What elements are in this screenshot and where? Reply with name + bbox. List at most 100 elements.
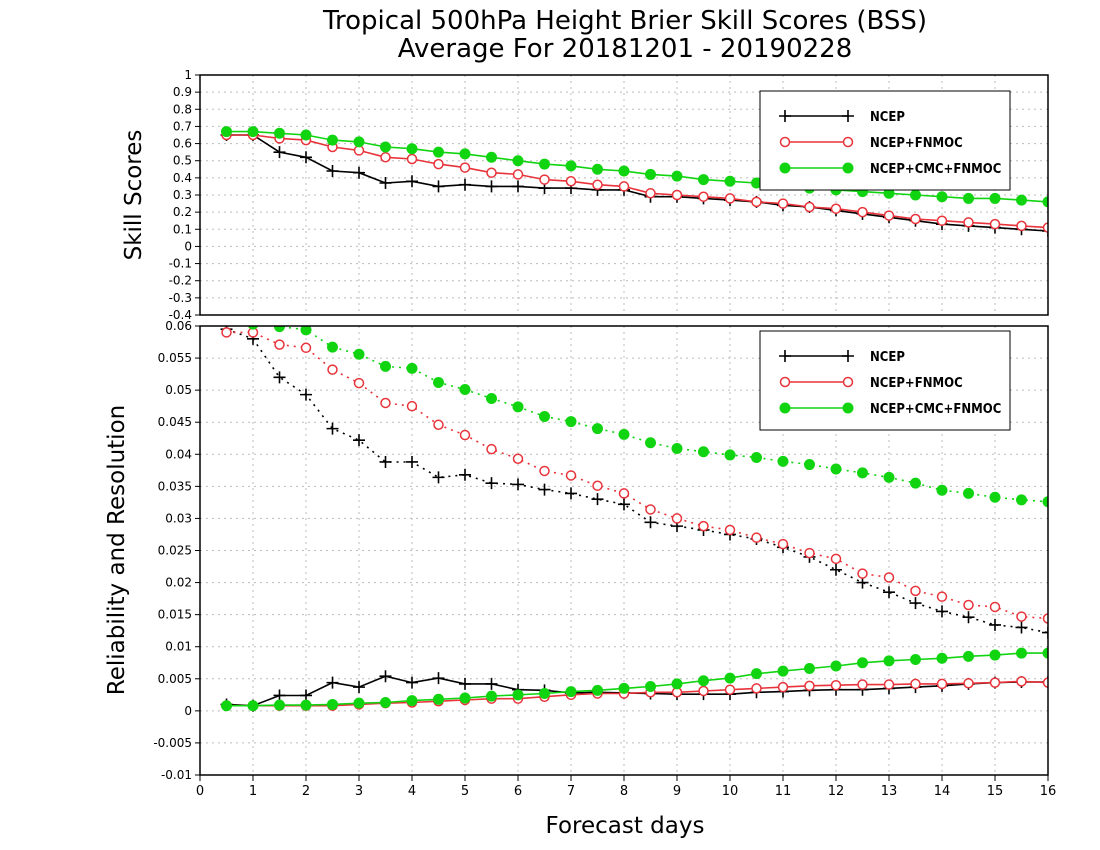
data-point-ncep-cmc-fnmoc xyxy=(221,700,232,712)
x-tick-label: 14 xyxy=(934,784,951,799)
data-point-ncep xyxy=(353,434,365,447)
data-point-ncep-fnmoc xyxy=(910,678,921,690)
data-point-ncep-fnmoc xyxy=(1042,222,1048,233)
data-point-ncep-fnmoc xyxy=(565,470,577,481)
x-tick-label: 7 xyxy=(567,784,575,799)
y-tick-label: -0.01 xyxy=(161,768,192,782)
data-point-ncep-fnmoc xyxy=(883,572,895,583)
data-point-ncep-cmc-fnmoc xyxy=(618,428,630,440)
data-point-ncep-cmc-fnmoc xyxy=(618,682,630,694)
data-point-ncep-cmc-fnmoc xyxy=(380,141,391,153)
data-point-ncep-fnmoc xyxy=(936,591,948,602)
data-point-ncep xyxy=(379,670,392,683)
y-tick-label: -0.3 xyxy=(169,291,192,305)
data-point-ncep-cmc-fnmoc xyxy=(1042,496,1048,508)
data-point-ncep-cmc-fnmoc xyxy=(274,127,285,139)
data-point-ncep-cmc-fnmoc xyxy=(433,376,444,388)
data-point-ncep-cmc-fnmoc xyxy=(327,134,338,146)
plot-area xyxy=(220,326,1048,712)
data-point-ncep-fnmoc xyxy=(698,520,709,532)
data-point-ncep xyxy=(459,677,471,690)
data-point-ncep-fnmoc xyxy=(300,342,312,354)
data-point-ncep-fnmoc xyxy=(830,203,842,214)
data-point-ncep-cmc-fnmoc xyxy=(804,459,815,471)
data-point-ncep-cmc-fnmoc xyxy=(353,348,365,360)
data-point-ncep xyxy=(326,676,339,689)
data-point-ncep-cmc-fnmoc xyxy=(592,684,603,696)
x-tick-label: 10 xyxy=(722,784,739,799)
data-point-ncep-fnmoc xyxy=(751,196,762,208)
data-point-ncep-cmc-fnmoc xyxy=(592,423,603,435)
data-point-ncep-fnmoc xyxy=(645,188,656,199)
data-point-ncep-cmc-fnmoc xyxy=(963,192,974,204)
data-point-ncep-fnmoc xyxy=(539,174,550,185)
data-point-ncep-fnmoc xyxy=(804,680,815,692)
data-point-ncep-cmc-fnmoc xyxy=(830,660,842,672)
data-point-ncep-fnmoc xyxy=(963,599,974,611)
data-point-ncep-cmc-fnmoc xyxy=(883,471,895,483)
bottom-panel-ylabel: Reliability and Resolution xyxy=(104,405,130,695)
data-point-ncep-cmc-fnmoc xyxy=(989,192,1001,204)
data-point-ncep-cmc-fnmoc xyxy=(512,689,524,701)
data-point-ncep-cmc-fnmoc xyxy=(565,160,577,172)
x-tick-label: 3 xyxy=(355,784,363,799)
data-point-ncep-cmc-fnmoc xyxy=(486,690,497,702)
data-point-ncep-fnmoc xyxy=(1016,676,1027,687)
x-tick-label: 12 xyxy=(828,784,845,799)
chart-title-line2: Average For 20181201 - 20190228 xyxy=(398,34,853,64)
data-point-ncep-cmc-fnmoc xyxy=(724,672,736,684)
data-point-ncep-fnmoc xyxy=(565,176,577,187)
data-point-ncep xyxy=(406,455,418,468)
data-point-ncep xyxy=(485,677,498,690)
data-point-ncep-cmc-fnmoc xyxy=(1042,647,1048,659)
data-point-ncep xyxy=(300,689,312,702)
data-point-ncep-cmc-fnmoc xyxy=(618,165,630,177)
data-point-ncep-cmc-fnmoc xyxy=(671,678,683,690)
data-point-ncep-fnmoc xyxy=(989,677,1001,688)
y-tick-label: 0.05 xyxy=(165,383,192,397)
data-point-ncep-cmc-fnmoc xyxy=(751,668,762,680)
data-point-ncep-fnmoc xyxy=(936,215,948,226)
plot-frame xyxy=(199,74,1049,316)
y-tick-label: -0.2 xyxy=(169,274,192,288)
x-tick-label: 9 xyxy=(673,784,681,799)
data-point-ncep-fnmoc xyxy=(380,397,391,409)
data-point-ncep xyxy=(485,477,498,490)
data-point-ncep-cmc-fnmoc xyxy=(910,189,921,201)
data-point-ncep xyxy=(406,175,418,188)
data-point-ncep-fnmoc xyxy=(512,453,524,465)
data-point-ncep-fnmoc xyxy=(671,189,683,201)
data-point-ncep xyxy=(591,493,604,506)
data-point-ncep-cmc-fnmoc xyxy=(645,168,656,180)
data-point-ncep-fnmoc xyxy=(883,679,895,690)
y-tick-label: 0.055 xyxy=(158,351,192,365)
data-point-ncep-cmc-fnmoc xyxy=(1016,647,1027,659)
x-axis: 0 1 2 3 4 5 6 7 8 9 10 11 12 13 14 15 16 xyxy=(196,775,1056,799)
data-point-ncep-cmc-fnmoc xyxy=(565,686,577,698)
data-point-ncep xyxy=(406,676,418,689)
data-point-ncep-cmc-fnmoc xyxy=(300,699,312,711)
data-point-ncep-cmc-fnmoc xyxy=(459,692,471,704)
data-point-ncep-cmc-fnmoc xyxy=(300,326,312,336)
data-point-ncep-fnmoc xyxy=(989,218,1001,230)
data-point-ncep-fnmoc xyxy=(512,169,524,180)
data-point-ncep xyxy=(273,371,286,384)
data-point-ncep-fnmoc xyxy=(221,327,232,338)
x-tick-label: 13 xyxy=(881,784,898,799)
data-point-ncep-cmc-fnmoc xyxy=(539,158,550,170)
data-point-ncep-cmc-fnmoc xyxy=(380,360,391,372)
data-point-ncep-fnmoc xyxy=(353,377,365,389)
y-tick-label: 0.6 xyxy=(173,137,192,151)
data-point-ncep-fnmoc xyxy=(1016,220,1027,232)
data-point-ncep-fnmoc xyxy=(539,465,550,477)
y-tick-label: 0.045 xyxy=(158,415,192,429)
data-point-ncep-cmc-fnmoc xyxy=(857,657,868,669)
data-point-ncep-cmc-fnmoc xyxy=(989,491,1001,503)
data-point-ncep-fnmoc xyxy=(671,513,683,524)
data-point-ncep-fnmoc xyxy=(724,684,736,695)
data-point-ncep-fnmoc xyxy=(406,400,418,412)
data-point-ncep-cmc-fnmoc xyxy=(671,443,683,455)
legend: NCEP NCEP+FNMOC NCEP+CMC+FNMOC xyxy=(759,330,1011,431)
legend-box xyxy=(759,330,1011,431)
legend-marker xyxy=(842,136,854,148)
